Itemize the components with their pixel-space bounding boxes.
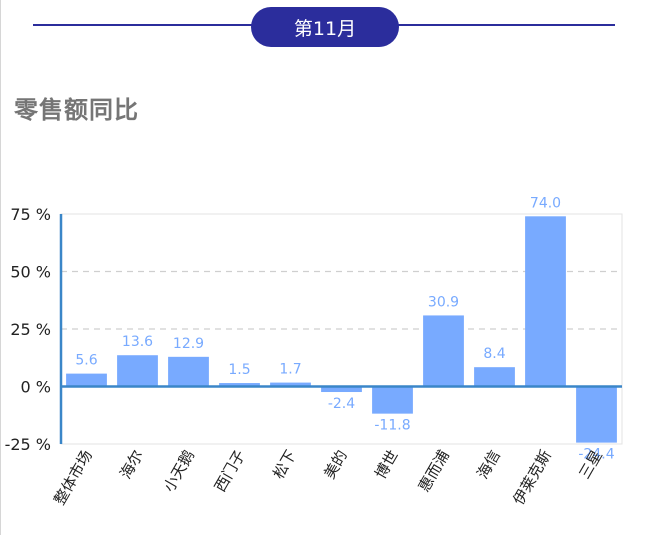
bar[interactable] — [219, 383, 260, 387]
data-label: 8.4 — [483, 346, 505, 362]
y-tick-label: -25 % — [5, 435, 51, 454]
x-tick-label: 松下 — [269, 447, 300, 482]
x-tick-label: 整体市场 — [50, 447, 96, 508]
bar[interactable] — [117, 355, 158, 387]
bar[interactable] — [270, 382, 311, 387]
data-label: -11.8 — [374, 418, 410, 434]
y-tick-label: 75 % — [10, 205, 51, 224]
data-label: 74.0 — [530, 195, 561, 211]
data-label: 30.9 — [428, 294, 459, 310]
x-tick-label: 伊莱克斯 — [509, 447, 555, 508]
y-tick-label: 25 % — [10, 320, 51, 339]
bar[interactable] — [525, 216, 566, 387]
x-tick-label: 惠而浦 — [415, 447, 453, 495]
bar[interactable] — [576, 386, 617, 443]
bar[interactable] — [474, 367, 515, 387]
y-tick-label: 0 % — [21, 378, 51, 397]
data-label: -2.4 — [328, 396, 355, 412]
data-label: 1.7 — [279, 362, 301, 378]
y-tick-label: 50 % — [10, 263, 51, 282]
x-tick-label: 小天鹅 — [160, 447, 198, 495]
data-label: 1.5 — [228, 362, 250, 378]
x-tick-label: 海尔 — [116, 447, 147, 482]
bar[interactable] — [66, 373, 107, 387]
x-tick-label: 美的 — [320, 447, 351, 482]
bar[interactable] — [372, 386, 413, 414]
data-label: -24.4 — [578, 447, 614, 463]
bar[interactable] — [168, 356, 209, 387]
bar-chart: -25 % 0 % 25 % 50 % 75 % 5.6 13.6 12.9 1.5 1.7 -2.… — [5, 195, 623, 508]
bar[interactable] — [423, 315, 464, 387]
data-label: 5.6 — [75, 353, 97, 369]
x-tick-label: 博世 — [371, 447, 402, 482]
x-tick-label: 西门子 — [211, 447, 249, 495]
bar[interactable] — [321, 386, 362, 393]
data-label: 12.9 — [173, 336, 204, 352]
month-badge[interactable]: 第11月 — [251, 7, 399, 47]
x-tick-label: 海信 — [473, 447, 504, 482]
section-title: 零售额同比 — [14, 96, 139, 124]
data-label: 13.6 — [122, 334, 153, 350]
